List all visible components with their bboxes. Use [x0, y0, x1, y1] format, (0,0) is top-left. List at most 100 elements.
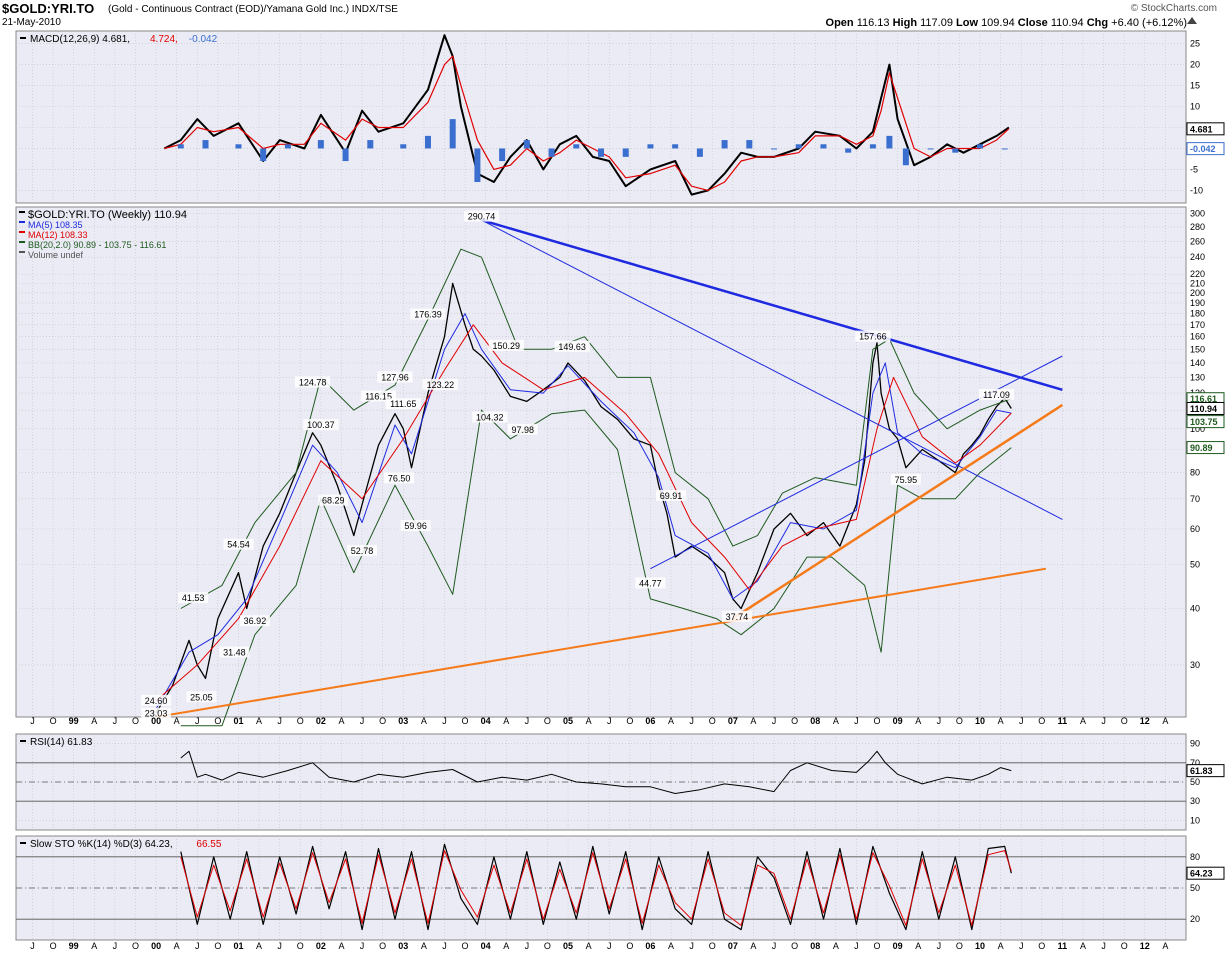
chg-value: +6.40 (+6.12%): [1111, 17, 1187, 29]
series-price_close: [155, 282, 1012, 714]
x-tick-label: O: [626, 716, 633, 726]
y-tick-label: 80: [1190, 468, 1200, 478]
price-annotation-bg: [978, 388, 1015, 400]
x-tick-label: O: [874, 941, 881, 951]
x-tick-label: A: [91, 941, 97, 951]
macd-histogram-bar: [449, 119, 456, 149]
x-tick-label: 01: [233, 941, 243, 951]
panel-rsi: 10 30 50 70 90 61.83 RSI(14) 61.83: [15, 733, 1225, 831]
y-tick-label: 30: [1190, 660, 1200, 670]
series-trend_blue_top: [481, 218, 1063, 391]
price-annotation: 69.91: [660, 491, 683, 501]
x-tick-label: 10: [975, 941, 985, 951]
right-value-tag: [1186, 401, 1225, 415]
legend-entry: BB(20,2.0) 90.89 - 103.75 - 116.61: [28, 240, 166, 250]
scroll-up-icon[interactable]: [1187, 17, 1197, 24]
panel-price-background: [15, 206, 1187, 718]
price-annotation: 37.74: [726, 612, 749, 622]
x-tick-label: A: [998, 941, 1004, 951]
macd-histogram-bar: [902, 148, 909, 166]
legend-entry: 4.724,: [150, 34, 178, 45]
macd-histogram-bar: [672, 144, 679, 149]
price-annotation-bg: [507, 423, 538, 435]
x-tick-label: J: [525, 716, 530, 726]
price-annotation-bg: [347, 545, 378, 557]
series-trend_orange_up: [732, 403, 1064, 620]
x-tick-label: 05: [563, 941, 573, 951]
x-tick-label: O: [544, 941, 551, 951]
series-trend_orange_low: [155, 567, 1047, 718]
y-tick-label: -10: [1190, 185, 1203, 195]
low-value: 109.94: [981, 17, 1015, 29]
price-annotation-bg: [554, 340, 590, 352]
y-tick-label: 70: [1190, 758, 1200, 768]
series-trend_blue_mid: [481, 219, 1063, 520]
x-tick-label: O: [956, 941, 963, 951]
right-value-tag-text: 116.61: [1190, 394, 1217, 404]
x-tick-label: A: [998, 716, 1004, 726]
price-annotation: 41.53: [182, 593, 205, 603]
x-tick-label: 08: [810, 941, 820, 951]
y-tick-label: 190: [1190, 298, 1205, 308]
macd-histogram-bar: [235, 144, 242, 149]
x-tick-label: O: [709, 716, 716, 726]
chart-description: (Gold - Continuous Contract (EOD)/Yamana…: [108, 4, 398, 15]
right-value-tag: [1186, 122, 1225, 136]
price-annotation: 36.92: [244, 616, 267, 626]
x-tick-label: 07: [728, 716, 738, 726]
chart-symbol: $GOLD:YRI.TO: [2, 1, 95, 16]
x-tick-label: A: [833, 941, 839, 951]
x-tick-label: 00: [151, 716, 161, 726]
macd-histogram-bar: [869, 144, 876, 149]
series-ma5: [155, 313, 1012, 709]
x-tick-label: O: [50, 716, 57, 726]
price-annotation: 116.15: [365, 391, 392, 401]
legend-entry: Slow STO %K(14) %D(3) 64.23,: [30, 839, 173, 850]
x-tick-label: 03: [398, 941, 408, 951]
macd-histogram-bar: [523, 140, 530, 149]
x-tick-label: 99: [69, 941, 79, 951]
y-tick-label: 280: [1190, 222, 1205, 232]
x-tick-label: A: [338, 716, 344, 726]
price-annotation: 23.03: [145, 709, 168, 719]
right-value-tag-text: -0.042: [1190, 144, 1216, 154]
y-tick-label: 130: [1190, 372, 1205, 382]
open-label: Open: [825, 17, 854, 29]
price-annotation: 54.54: [227, 540, 250, 550]
legend-entry: MA(5) 108.35: [28, 220, 83, 230]
x-tick-label: A: [338, 941, 344, 951]
x-tick-label: 11: [1058, 941, 1068, 951]
x-tick-label: 12: [1140, 716, 1150, 726]
price-annotation-bg: [472, 411, 508, 423]
x-tick-label: 00: [151, 941, 161, 951]
x-tick-label: A: [833, 716, 839, 726]
panel-price: 3040506070809010011012013014015016017018…: [15, 206, 1225, 727]
price-annotation-bg: [239, 615, 270, 627]
x-tick-label: J: [937, 716, 942, 726]
price-annotation-bg: [400, 520, 431, 532]
y-tick-label: 90: [1190, 739, 1200, 749]
y-tick-label: 50: [1190, 560, 1200, 570]
x-tick-label: 07: [728, 941, 738, 951]
y-tick-label: 20: [1190, 914, 1200, 924]
price-annotation-bg: [318, 494, 349, 506]
x-tick-label: A: [1080, 716, 1086, 726]
x-tick-label: J: [607, 716, 612, 726]
macd-histogram-bar: [721, 140, 728, 149]
x-tick-label: O: [214, 941, 221, 951]
close-label: Close: [1017, 17, 1048, 29]
price-annotation: 176.39: [414, 310, 442, 320]
x-tick-label: A: [503, 716, 509, 726]
x-tick-label: J: [195, 716, 200, 726]
price-annotation-bg: [360, 390, 397, 402]
price-annotation-bg: [721, 610, 752, 622]
price-annotation-bg: [223, 538, 254, 550]
x-tick-label: A: [750, 716, 756, 726]
x-tick-label: J: [1019, 716, 1024, 726]
x-tick-label: 06: [645, 716, 655, 726]
x-tick-label: A: [750, 941, 756, 951]
x-tick-label: O: [214, 716, 221, 726]
right-value-tag: [1186, 764, 1225, 778]
x-tick-label: J: [689, 716, 694, 726]
